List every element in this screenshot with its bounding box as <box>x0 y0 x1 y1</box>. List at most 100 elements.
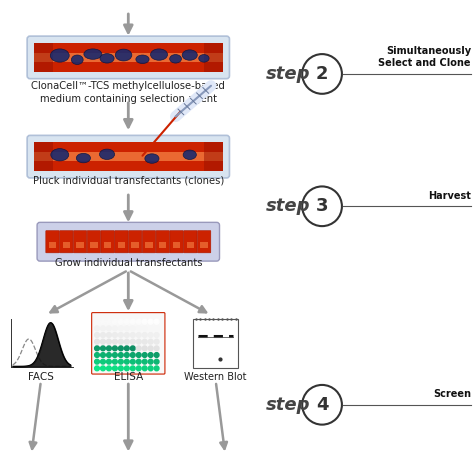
Circle shape <box>148 359 153 364</box>
Circle shape <box>112 339 117 344</box>
Circle shape <box>148 339 153 344</box>
Ellipse shape <box>183 150 196 159</box>
Circle shape <box>154 333 159 337</box>
Circle shape <box>100 333 105 337</box>
Circle shape <box>112 366 117 371</box>
Circle shape <box>154 353 159 357</box>
Text: Simultaneously
Select and Clone: Simultaneously Select and Clone <box>378 46 471 68</box>
Circle shape <box>142 359 147 364</box>
Ellipse shape <box>136 55 149 64</box>
Text: 3: 3 <box>316 197 328 215</box>
FancyBboxPatch shape <box>170 231 183 253</box>
Ellipse shape <box>199 55 209 62</box>
Bar <box>204 43 223 72</box>
Bar <box>131 242 139 248</box>
Circle shape <box>137 359 141 364</box>
Circle shape <box>154 359 159 364</box>
Circle shape <box>125 319 129 324</box>
Circle shape <box>95 353 100 357</box>
Circle shape <box>125 346 129 351</box>
Circle shape <box>148 319 153 324</box>
Circle shape <box>130 366 135 371</box>
FancyBboxPatch shape <box>60 231 73 253</box>
FancyBboxPatch shape <box>115 231 128 253</box>
Ellipse shape <box>100 149 115 159</box>
Bar <box>193 319 238 368</box>
Circle shape <box>95 346 100 351</box>
Circle shape <box>118 346 123 351</box>
Circle shape <box>118 333 123 337</box>
Bar <box>173 242 180 248</box>
Ellipse shape <box>76 154 91 163</box>
Bar <box>49 242 56 248</box>
Circle shape <box>100 339 105 344</box>
Circle shape <box>118 353 123 357</box>
Circle shape <box>125 359 129 364</box>
Circle shape <box>137 353 141 357</box>
FancyBboxPatch shape <box>27 136 229 178</box>
Circle shape <box>148 346 153 351</box>
Circle shape <box>95 339 100 344</box>
Circle shape <box>95 326 100 331</box>
Circle shape <box>107 326 111 331</box>
Circle shape <box>95 333 100 337</box>
Text: Western Blot: Western Blot <box>184 372 247 382</box>
Bar <box>34 43 223 72</box>
Ellipse shape <box>72 55 83 64</box>
Bar <box>34 142 53 171</box>
Bar <box>34 53 223 62</box>
Bar <box>204 142 223 171</box>
Circle shape <box>137 366 141 371</box>
Circle shape <box>137 339 141 344</box>
Circle shape <box>107 319 111 324</box>
Circle shape <box>125 339 129 344</box>
Circle shape <box>142 353 147 357</box>
Text: Pluck individual transfectants (clones): Pluck individual transfectants (clones) <box>33 175 224 185</box>
Circle shape <box>154 339 159 344</box>
Text: FACS: FACS <box>28 372 54 382</box>
Bar <box>145 242 153 248</box>
Bar <box>34 142 223 171</box>
Circle shape <box>142 346 147 351</box>
Circle shape <box>107 346 111 351</box>
Ellipse shape <box>151 49 167 60</box>
Circle shape <box>130 346 135 351</box>
Ellipse shape <box>100 54 114 63</box>
Circle shape <box>154 366 159 371</box>
FancyBboxPatch shape <box>87 231 100 253</box>
Circle shape <box>112 326 117 331</box>
Circle shape <box>125 326 129 331</box>
Circle shape <box>107 333 111 337</box>
Ellipse shape <box>145 154 159 163</box>
Text: 4: 4 <box>316 396 328 414</box>
FancyBboxPatch shape <box>128 231 142 253</box>
Circle shape <box>100 366 105 371</box>
Bar <box>76 242 84 248</box>
Ellipse shape <box>170 55 182 63</box>
Circle shape <box>100 359 105 364</box>
Circle shape <box>148 353 153 357</box>
Circle shape <box>95 366 100 371</box>
Circle shape <box>107 339 111 344</box>
Ellipse shape <box>182 50 197 60</box>
Bar <box>104 242 111 248</box>
Circle shape <box>130 319 135 324</box>
Bar <box>159 242 166 248</box>
Circle shape <box>154 346 159 351</box>
FancyBboxPatch shape <box>37 222 219 261</box>
Circle shape <box>137 333 141 337</box>
Circle shape <box>107 353 111 357</box>
Circle shape <box>142 339 147 344</box>
Circle shape <box>118 359 123 364</box>
Circle shape <box>142 319 147 324</box>
Text: step: step <box>266 197 310 215</box>
Text: Grow individual transfectants: Grow individual transfectants <box>55 258 202 268</box>
Circle shape <box>118 366 123 371</box>
Circle shape <box>118 339 123 344</box>
Circle shape <box>112 346 117 351</box>
Text: Harvest: Harvest <box>428 191 471 201</box>
FancyBboxPatch shape <box>156 231 169 253</box>
Ellipse shape <box>51 149 69 161</box>
Bar <box>63 242 70 248</box>
FancyBboxPatch shape <box>101 231 114 253</box>
